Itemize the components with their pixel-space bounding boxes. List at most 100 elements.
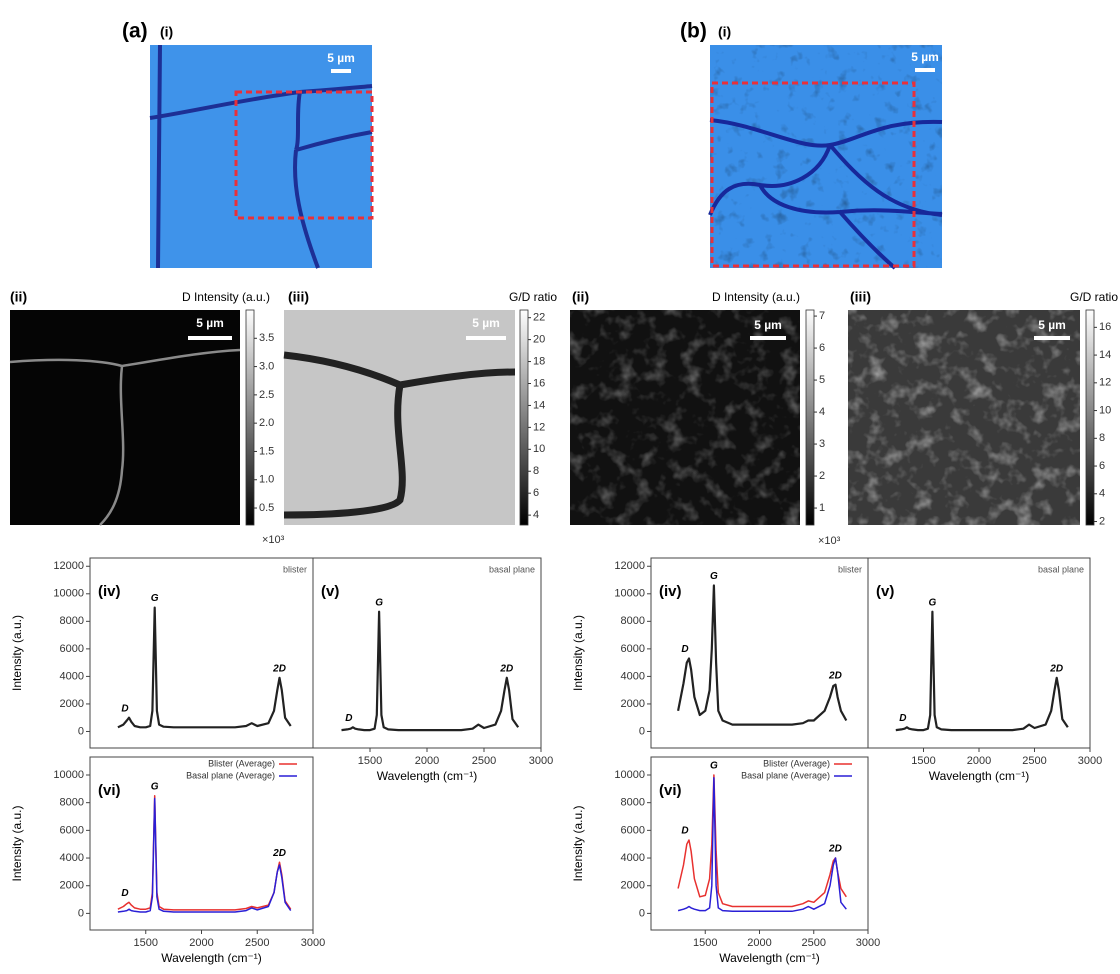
scale-label: 5 µm — [327, 51, 355, 65]
peak-label: 2D — [499, 663, 513, 674]
peak-label: G — [151, 593, 159, 604]
y-tick-label: 8000 — [621, 615, 645, 627]
scale-label: 5 µm — [754, 318, 782, 332]
colorbar-tick-label: 10 — [533, 443, 545, 455]
y-tick-label: 4000 — [621, 670, 645, 682]
y-axis-label: Intensity (a.u.) — [571, 805, 585, 881]
colorbar-tick-label: 8 — [1099, 432, 1105, 444]
map-title: D Intensity (a.u.) — [712, 290, 800, 304]
subpanel-label: (i) — [718, 24, 731, 40]
colorbar-tick-label: 4 — [1099, 488, 1105, 500]
plot-note: blister — [838, 564, 862, 574]
peak-label: 2D — [272, 663, 286, 674]
y-tick-label: 2000 — [60, 880, 84, 892]
colorbar-tick-label: 3.5 — [259, 332, 274, 344]
colorbar-tick-label: 7 — [819, 310, 825, 322]
spectrum-line — [895, 610, 1069, 732]
x-axis-label: Wavelength (cm⁻¹) — [161, 951, 262, 965]
colorbar-tick-label: 4 — [819, 406, 825, 418]
raman-map — [570, 310, 800, 525]
x-tick-label: 2500 — [802, 937, 826, 949]
colorbar-tick-label: 14 — [533, 399, 545, 411]
legend-label: Blister (Average) — [208, 758, 275, 768]
scale-label: 5 µm — [196, 316, 224, 330]
colorbar-tick-label: 2.0 — [259, 417, 274, 429]
x-tick-label: 1500 — [134, 937, 158, 949]
y-tick-label: 8000 — [60, 615, 84, 627]
peak-label: D — [121, 888, 128, 899]
colorbar-tick-label: 2.5 — [259, 389, 274, 401]
x-tick-label: 2500 — [245, 937, 269, 949]
map-title: D Intensity (a.u.) — [182, 290, 270, 304]
spectrum-line — [677, 584, 848, 726]
peak-label: D — [345, 713, 352, 724]
x-tick-label: 2000 — [189, 937, 213, 949]
y-tick-label: 10000 — [53, 588, 84, 600]
plot-frame — [89, 756, 314, 931]
x-axis-label: Wavelength (cm⁻¹) — [719, 951, 820, 965]
spectrum-line — [677, 774, 847, 908]
x-tick-label: 1500 — [911, 755, 935, 767]
legend-label: Basal plane (Average) — [186, 770, 275, 780]
y-tick-label: 6000 — [621, 643, 645, 655]
legend-label: Blister (Average) — [763, 758, 830, 768]
colorbar-tick-label: 5 — [819, 374, 825, 386]
colorbar-tick-label: 3.0 — [259, 360, 274, 372]
colorbar-tick-label: 8 — [533, 465, 539, 477]
y-axis-label: Intensity (a.u.) — [10, 805, 24, 881]
colorbar — [245, 309, 255, 526]
y-axis-label: Intensity (a.u.) — [571, 615, 585, 691]
x-axis-label: Wavelength (cm⁻¹) — [377, 769, 478, 783]
map-title: G/D ratio — [509, 290, 557, 304]
optical-image — [149, 44, 374, 269]
peak-label: 2D — [828, 844, 842, 855]
y-tick-label: 2000 — [621, 880, 645, 892]
peak-label: 2D — [828, 670, 842, 681]
y-tick-label: 6000 — [621, 824, 645, 836]
y-tick-label: 10000 — [614, 769, 645, 781]
y-tick-label: 8000 — [60, 797, 84, 809]
panel-label: (a) — [122, 20, 148, 43]
panel-label: (b) — [680, 20, 707, 43]
subpanel-label: (iii) — [288, 289, 309, 305]
y-axis-label: Intensity (a.u.) — [10, 615, 24, 691]
y-tick-label: 2000 — [60, 698, 84, 710]
colorbar-tick-label: 20 — [533, 334, 545, 346]
scale-label: 5 µm — [911, 50, 939, 64]
y-tick-label: 2000 — [621, 698, 645, 710]
peak-label: 2D — [1049, 663, 1063, 674]
peak-label: D — [681, 826, 688, 837]
colorbar — [519, 309, 529, 526]
x-tick-label: 3000 — [856, 937, 880, 949]
y-tick-label: 6000 — [60, 643, 84, 655]
colorbar-tick-label: 4 — [533, 509, 539, 521]
y-tick-label: 0 — [639, 725, 645, 737]
spectrum-line — [341, 610, 520, 732]
raman-map — [283, 310, 516, 525]
y-tick-label: 0 — [78, 907, 84, 919]
colorbar-tick-label: 1 — [819, 502, 825, 514]
plot-panel-label: (v) — [876, 583, 894, 600]
colorbar-tick-label: 16 — [533, 377, 545, 389]
colorbar-tick-label: 10 — [1099, 404, 1111, 416]
colorbar-tick-label: 0.5 — [259, 502, 274, 514]
colorbar-tick-label: 1.5 — [259, 445, 274, 457]
plot-panel-label: (iv) — [659, 583, 682, 600]
subpanel-label: (iii) — [850, 289, 871, 305]
plot-note: basal plane — [1038, 564, 1084, 574]
legend-label: Basal plane (Average) — [741, 770, 830, 780]
scale-label: 5 µm — [1038, 318, 1066, 332]
colorbar-tick-label: 12 — [533, 421, 545, 433]
x-tick-label: 3000 — [529, 755, 553, 767]
plot-panel-label: (vi) — [659, 782, 682, 799]
colorbar — [1085, 309, 1095, 526]
raman-map — [848, 310, 1080, 525]
peak-label: 2D — [272, 848, 286, 859]
y-tick-label: 4000 — [60, 852, 84, 864]
y-tick-label: 10000 — [53, 769, 84, 781]
peak-label: D — [121, 703, 128, 714]
colorbar-tick-label: 6 — [819, 342, 825, 354]
y-tick-label: 4000 — [621, 852, 645, 864]
colorbar-tick-label: 22 — [533, 312, 545, 324]
y-tick-label: 0 — [639, 907, 645, 919]
